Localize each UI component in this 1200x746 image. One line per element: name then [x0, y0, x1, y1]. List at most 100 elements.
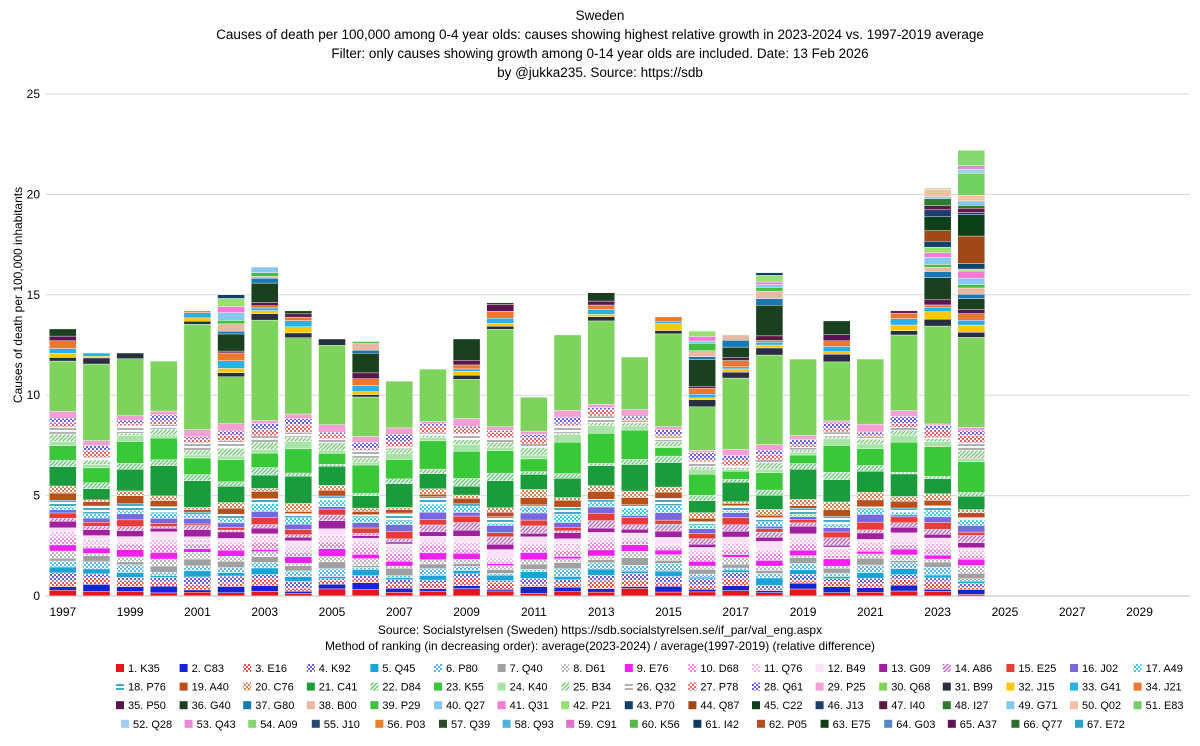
bar-segment	[452, 570, 481, 575]
bar-segment	[217, 350, 245, 354]
legend-label: 44. Q87	[700, 700, 739, 712]
bar-segment	[351, 537, 380, 542]
legend-label: 16. J02	[1082, 663, 1118, 675]
bar-segment	[116, 591, 144, 597]
bar-segment	[318, 338, 346, 346]
legend-item: 47. I40	[879, 700, 925, 712]
bar-segment	[856, 423, 885, 433]
title-line-2: Causes of death per 100,000 among 0-4 ye…	[216, 27, 984, 42]
bar-segment	[789, 449, 817, 453]
legend-label: 8. D61	[573, 663, 605, 675]
bar-2012	[553, 334, 582, 597]
bar-segment	[520, 586, 548, 594]
legend-item: 31. B99	[942, 682, 993, 694]
bar-segment	[486, 516, 514, 524]
bar-segment	[621, 418, 649, 421]
bar-segment	[419, 588, 447, 592]
bar-segment	[923, 299, 952, 306]
bar-segment	[621, 425, 649, 431]
bar-segment	[722, 449, 750, 456]
bar-segment	[957, 492, 985, 497]
bar-segment	[351, 340, 380, 343]
bar-segment	[183, 509, 212, 513]
legend-swatch	[243, 664, 252, 672]
bar-segment	[890, 540, 918, 545]
bar-segment	[856, 465, 885, 472]
bar-segment	[520, 430, 548, 435]
legend-item: 29. P25	[815, 682, 866, 694]
bar-segment	[587, 422, 615, 427]
bar-segment	[49, 558, 77, 562]
bar-segment	[890, 516, 918, 523]
bar-segment	[351, 567, 380, 570]
bar-segment	[755, 495, 784, 510]
bar-segment	[116, 469, 144, 492]
bar-segment	[251, 266, 279, 273]
bar-segment	[722, 536, 750, 544]
legend-swatch	[121, 719, 129, 728]
bar-segment	[856, 553, 885, 559]
legend-swatch	[439, 719, 447, 728]
bar-segment	[957, 270, 985, 279]
bar-segment	[49, 500, 77, 508]
bar-segment	[284, 536, 313, 541]
bar-segment	[351, 565, 380, 568]
bar-segment	[284, 576, 313, 582]
bar-segment	[217, 522, 245, 528]
bar-segment	[856, 471, 885, 493]
bar-segment	[688, 343, 716, 351]
bar-segment	[351, 448, 380, 451]
bar-segment	[957, 430, 985, 436]
bar-segment	[890, 574, 918, 580]
bar-segment	[419, 468, 447, 474]
bar-segment	[722, 471, 750, 480]
bar-segment	[318, 548, 346, 557]
bar-segment	[251, 574, 279, 579]
legend-swatch	[370, 701, 379, 710]
bar-segment	[520, 447, 548, 456]
legend-item: 59. C91	[566, 719, 617, 731]
bar-segment	[486, 557, 514, 562]
legend-item: 15. E25	[1006, 663, 1056, 675]
bar-segment	[385, 575, 413, 578]
legend-swatch	[879, 664, 888, 672]
bar-segment	[419, 425, 447, 434]
legend-item: 30. Q68	[879, 682, 930, 694]
bar-segment	[553, 497, 582, 501]
bar-segment	[520, 504, 548, 507]
bar-segment	[49, 544, 77, 552]
bar-segment	[486, 325, 514, 330]
bar-segment	[217, 582, 245, 587]
bar-segment	[789, 505, 817, 509]
bar-segment	[486, 549, 514, 558]
bar-segment	[553, 538, 582, 544]
bar-segment	[217, 538, 245, 542]
bar-segment	[351, 535, 380, 539]
bar-segment	[621, 573, 649, 581]
bar-segment	[49, 441, 77, 446]
bar-segment	[318, 556, 346, 563]
bar-segment	[789, 516, 817, 520]
legend-label: 36. G40	[192, 700, 231, 712]
legend-label: 51. E83	[1146, 700, 1184, 712]
bar-segment	[520, 536, 548, 545]
legend-swatch	[1006, 701, 1015, 710]
bar-segment	[452, 439, 481, 445]
bar-segment	[284, 546, 313, 553]
bar-segment	[755, 354, 784, 445]
bar-segment	[957, 427, 985, 432]
bar-segment	[183, 323, 212, 430]
legend-label: 56. P03	[387, 719, 425, 731]
bar-segment	[722, 368, 750, 373]
bar-segment	[688, 406, 716, 451]
bar-segment	[654, 323, 683, 331]
bar-segment	[923, 271, 952, 278]
legend-swatch	[815, 682, 824, 691]
bar-segment	[856, 532, 885, 540]
bar-segment	[251, 474, 279, 489]
bar-segment	[150, 465, 178, 497]
bar-segment	[553, 514, 582, 523]
bar-segment	[318, 541, 346, 549]
bar-segment	[553, 576, 582, 580]
